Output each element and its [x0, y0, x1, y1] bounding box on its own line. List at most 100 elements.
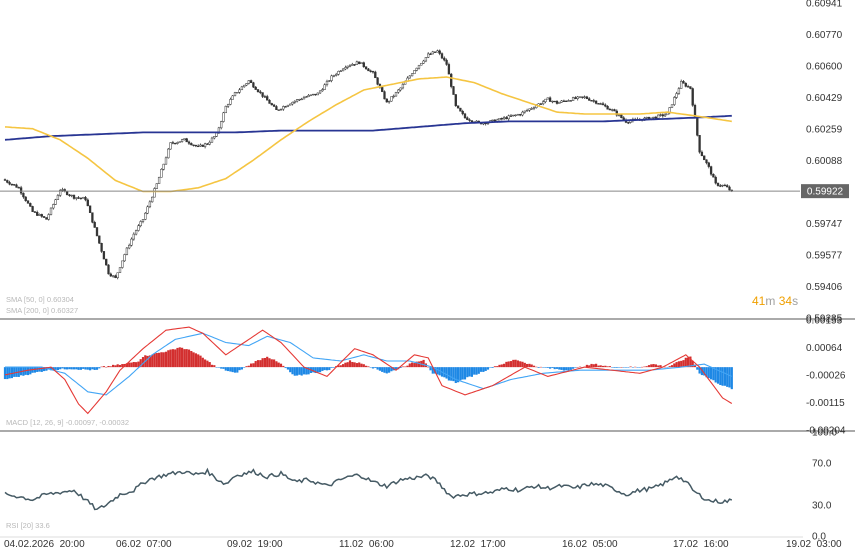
- candle-body[interactable]: [459, 107, 462, 112]
- candle-body[interactable]: [31, 206, 34, 212]
- candle-body[interactable]: [516, 114, 520, 116]
- candle-body[interactable]: [509, 115, 513, 117]
- candle-body[interactable]: [114, 275, 117, 278]
- candle-body[interactable]: [436, 50, 439, 53]
- candle-body[interactable]: [528, 108, 531, 111]
- candle-body[interactable]: [190, 143, 193, 146]
- candle-body[interactable]: [192, 144, 195, 146]
- candle-body[interactable]: [153, 188, 156, 198]
- candle-body[interactable]: [330, 75, 333, 81]
- candle-body[interactable]: [314, 93, 317, 96]
- candle-body[interactable]: [433, 51, 437, 53]
- candle-body[interactable]: [675, 93, 678, 98]
- candle-body[interactable]: [392, 95, 395, 98]
- candle-body[interactable]: [286, 104, 290, 107]
- candle-body[interactable]: [601, 103, 605, 106]
- candle-body[interactable]: [259, 91, 262, 93]
- candle-body[interactable]: [422, 60, 425, 64]
- candle-body[interactable]: [555, 100, 559, 104]
- candle-body[interactable]: [574, 97, 577, 99]
- candle-body[interactable]: [353, 64, 356, 66]
- candle-body[interactable]: [88, 205, 92, 213]
- candle-body[interactable]: [298, 99, 301, 101]
- candle-body[interactable]: [38, 214, 41, 216]
- candle-body[interactable]: [224, 106, 227, 114]
- candle-body[interactable]: [52, 204, 55, 209]
- candle-body[interactable]: [111, 275, 115, 277]
- candle-body[interactable]: [236, 92, 239, 94]
- candle-body[interactable]: [521, 111, 524, 116]
- candle-body[interactable]: [107, 264, 110, 275]
- candle-body[interactable]: [427, 53, 430, 58]
- candle-body[interactable]: [137, 225, 140, 231]
- candle-body[interactable]: [146, 206, 149, 214]
- candle-body[interactable]: [592, 100, 595, 102]
- candle-body[interactable]: [323, 84, 326, 90]
- candle-body[interactable]: [364, 66, 368, 70]
- candle-body[interactable]: [542, 101, 545, 105]
- candle-body[interactable]: [56, 195, 60, 200]
- candle-body[interactable]: [284, 106, 287, 108]
- candle-body[interactable]: [300, 98, 303, 101]
- candle-body[interactable]: [530, 108, 533, 110]
- candle-body[interactable]: [532, 107, 536, 109]
- candle-body[interactable]: [171, 142, 175, 144]
- candle-body[interactable]: [252, 82, 255, 88]
- candle-body[interactable]: [208, 141, 211, 145]
- candle-body[interactable]: [226, 104, 230, 107]
- candle-body[interactable]: [468, 119, 471, 121]
- candle-body[interactable]: [611, 109, 614, 111]
- candle-body[interactable]: [199, 144, 202, 147]
- candle-body[interactable]: [505, 117, 508, 120]
- candle-body[interactable]: [141, 219, 145, 222]
- candle-body[interactable]: [321, 89, 324, 92]
- candle-body[interactable]: [461, 110, 464, 115]
- candle-body[interactable]: [29, 203, 32, 207]
- candle-body[interactable]: [84, 197, 87, 201]
- candle-body[interactable]: [15, 184, 18, 188]
- candle-body[interactable]: [620, 114, 623, 119]
- candle-body[interactable]: [581, 96, 584, 98]
- candle-body[interactable]: [215, 132, 218, 137]
- candle-body[interactable]: [385, 98, 388, 103]
- candle-body[interactable]: [387, 100, 391, 103]
- candle-body[interactable]: [249, 80, 253, 83]
- candle-body[interactable]: [139, 221, 142, 227]
- candle-body[interactable]: [500, 118, 503, 120]
- candle-body[interactable]: [645, 116, 648, 119]
- candle-body[interactable]: [203, 143, 207, 147]
- candle-body[interactable]: [3, 179, 7, 181]
- candle-body[interactable]: [408, 75, 411, 79]
- candle-body[interactable]: [328, 80, 331, 82]
- candle-body[interactable]: [728, 186, 731, 191]
- candle-body[interactable]: [169, 142, 172, 150]
- candle-body[interactable]: [673, 97, 676, 105]
- candle-body[interactable]: [615, 110, 618, 116]
- candle-body[interactable]: [293, 100, 296, 103]
- candle-body[interactable]: [164, 157, 168, 165]
- candle-body[interactable]: [707, 162, 710, 167]
- candle-body[interactable]: [295, 99, 299, 102]
- candle-body[interactable]: [160, 168, 163, 178]
- candle-body[interactable]: [355, 61, 359, 65]
- candle-body[interactable]: [132, 233, 135, 240]
- candle-body[interactable]: [275, 106, 278, 110]
- candle-body[interactable]: [229, 99, 232, 105]
- candle-body[interactable]: [312, 93, 315, 96]
- candle-body[interactable]: [670, 104, 674, 108]
- candle-body[interactable]: [155, 183, 158, 189]
- candle-body[interactable]: [95, 227, 99, 237]
- candle-body[interactable]: [709, 166, 713, 175]
- candle-body[interactable]: [40, 214, 43, 217]
- candle-body[interactable]: [397, 89, 400, 93]
- candle-body[interactable]: [443, 57, 446, 61]
- candle-body[interactable]: [272, 104, 276, 107]
- candle-body[interactable]: [666, 112, 669, 116]
- candle-body[interactable]: [339, 70, 342, 72]
- candle-body[interactable]: [98, 235, 101, 244]
- candle-body[interactable]: [691, 88, 694, 106]
- candle-body[interactable]: [128, 245, 131, 249]
- candle-body[interactable]: [47, 214, 50, 220]
- candle-body[interactable]: [210, 137, 214, 143]
- candle-body[interactable]: [551, 100, 554, 103]
